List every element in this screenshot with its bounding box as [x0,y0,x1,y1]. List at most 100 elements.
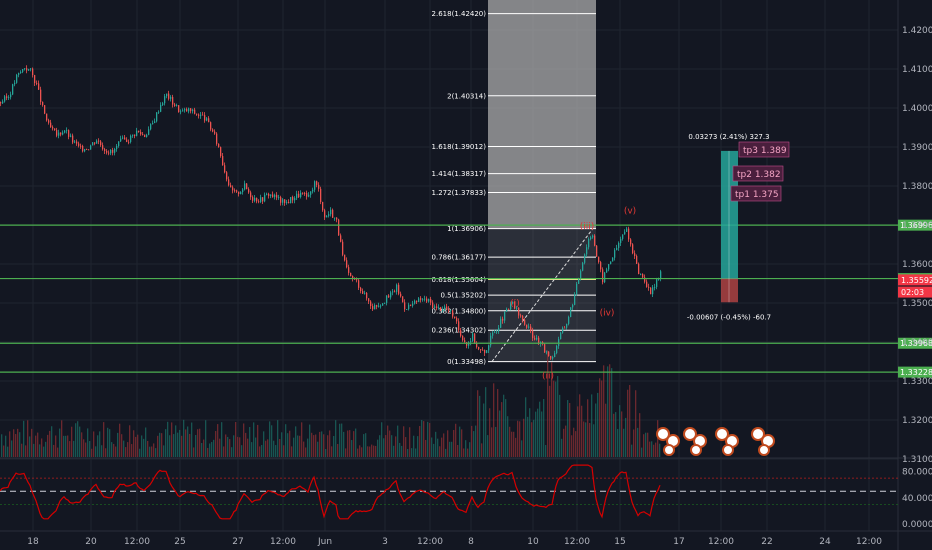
candle-body[interactable] [150,124,152,130]
candle-body[interactable] [294,198,296,201]
event-marker-icon[interactable] [758,444,770,456]
candle-body[interactable] [342,241,344,255]
candle-body[interactable] [62,132,64,135]
candle-body[interactable] [212,129,214,132]
candle-body[interactable] [608,264,610,270]
candle-body[interactable] [538,337,540,344]
candle-body[interactable] [354,278,356,280]
candle-body[interactable] [128,141,130,143]
candle-body[interactable] [632,244,634,254]
long-position-tool[interactable]: 0.03273 (2.41%) 327.3 -0.00607 (-0.45%) -… [687,133,790,321]
candle-body[interactable] [238,191,240,194]
candle-body[interactable] [570,307,572,317]
candle-body[interactable] [382,303,384,306]
candle-body[interactable] [330,209,332,215]
candle-body[interactable] [420,298,422,300]
candle-body[interactable] [516,307,518,309]
candle-body[interactable] [428,299,430,302]
candle-body[interactable] [114,148,116,153]
candle-body[interactable] [64,130,66,133]
candle-body[interactable] [618,242,620,248]
candle-body[interactable] [376,305,378,307]
candle-body[interactable] [108,152,110,154]
candle-body[interactable] [90,145,92,150]
candle-body[interactable] [610,261,612,265]
candle-body[interactable] [170,97,172,99]
candle-body[interactable] [288,202,290,203]
candle-body[interactable] [232,187,234,191]
candle-body[interactable] [556,345,558,354]
candle-body[interactable] [190,108,192,112]
candle-body[interactable] [272,194,274,198]
candle-body[interactable] [122,137,124,139]
candle-body[interactable] [182,110,184,112]
candle-body[interactable] [168,93,170,99]
candle-body[interactable] [230,185,232,188]
candle-body[interactable] [360,287,362,292]
candle-body[interactable] [282,199,284,203]
candle-body[interactable] [548,351,550,356]
candle-body[interactable] [292,197,294,201]
candle-body[interactable] [594,235,596,246]
candle-body[interactable] [398,284,400,294]
candle-body[interactable] [268,193,270,196]
candle-body[interactable] [384,302,386,304]
candle-body[interactable] [308,194,310,197]
candle-body[interactable] [452,310,454,317]
take-profit-box[interactable] [732,165,784,182]
candle-body[interactable] [234,190,236,192]
candle-body[interactable] [58,132,60,136]
candle-body[interactable] [42,101,44,106]
candle-body[interactable] [130,135,132,142]
candle-body[interactable] [520,315,522,317]
candle-body[interactable] [532,330,534,339]
candle-body[interactable] [210,122,212,130]
event-markers[interactable] [656,427,775,456]
candle-body[interactable] [204,115,206,121]
candle-body[interactable] [172,97,174,105]
candle-body[interactable] [606,269,608,273]
event-marker-icon[interactable] [722,444,734,456]
event-marker-icon[interactable] [690,444,702,456]
event-marker-icon[interactable] [656,427,670,441]
candle-body[interactable] [196,113,198,115]
candle-body[interactable] [152,123,154,125]
candle-body[interactable] [312,189,314,192]
candle-body[interactable] [68,130,70,137]
candle-body[interactable] [302,192,304,194]
candle-body[interactable] [6,96,8,98]
candle-body[interactable] [194,109,196,114]
candle-body[interactable] [72,135,74,143]
candle-body[interactable] [590,237,592,239]
candle-body[interactable] [514,301,516,309]
candle-body[interactable] [36,82,38,84]
candle-body[interactable] [174,104,176,106]
candle-body[interactable] [394,291,396,293]
candle-body[interactable] [54,128,56,131]
candle-body[interactable] [614,250,616,258]
candle-body[interactable] [448,308,450,311]
candle-body[interactable] [176,105,178,106]
candle-body[interactable] [596,245,598,257]
candle-body[interactable] [26,68,28,71]
fibonacci-extension[interactable]: 2.618(1.42420) 2(1.40314) 1.618(1.39012) 1.… [432,0,596,366]
candle-body[interactable] [30,68,32,70]
candle-body[interactable] [280,197,282,203]
candle-body[interactable] [586,247,588,255]
candle-body[interactable] [604,272,606,283]
candle-body[interactable] [640,273,642,275]
candle-body[interactable] [254,197,256,201]
candle-body[interactable] [642,273,644,278]
candle-body[interactable] [274,194,276,198]
candle-body[interactable] [32,68,34,76]
take-profit-box[interactable] [738,141,790,158]
candle-body[interactable] [572,304,574,308]
candle-body[interactable] [126,139,128,142]
candle-body[interactable] [156,112,158,122]
candle-body[interactable] [430,299,432,303]
candle-body[interactable] [402,296,404,303]
candle-body[interactable] [414,300,416,304]
candle-body[interactable] [622,234,624,239]
